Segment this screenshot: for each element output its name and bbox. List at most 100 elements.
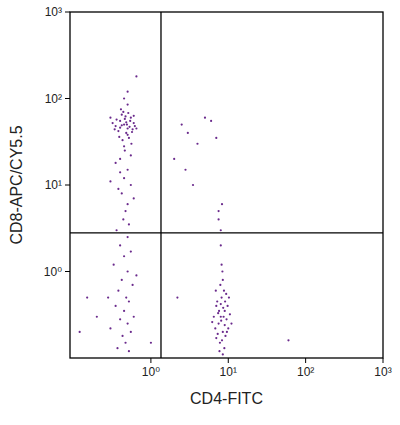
point — [287, 339, 289, 341]
point — [122, 218, 124, 220]
point — [229, 313, 231, 315]
point — [226, 305, 228, 307]
point — [230, 322, 232, 324]
point — [109, 180, 111, 182]
x-tick-label: 10⁰ — [142, 365, 160, 379]
y-tick — [65, 98, 70, 99]
point — [124, 115, 126, 117]
point — [223, 290, 225, 292]
point — [115, 305, 117, 307]
point — [227, 327, 229, 329]
point — [127, 127, 129, 129]
point — [116, 347, 118, 349]
quadrant-line-y — [70, 232, 383, 233]
point — [222, 316, 224, 318]
point — [214, 327, 216, 329]
point — [130, 143, 132, 145]
point — [215, 290, 217, 292]
point — [119, 127, 121, 129]
point — [217, 333, 219, 335]
chart-container: 10⁰10¹10²10³10⁰10¹10²10³CD4-FITCCD8-APC/… — [0, 0, 400, 425]
point — [220, 229, 222, 231]
point — [122, 111, 124, 113]
point — [127, 134, 129, 136]
y-tick-label: 10⁰ — [44, 265, 62, 279]
point — [79, 331, 81, 333]
point — [150, 342, 152, 344]
point — [127, 270, 129, 272]
point — [218, 218, 220, 220]
point — [228, 296, 230, 298]
point — [125, 132, 127, 134]
point — [176, 296, 178, 298]
point — [121, 335, 123, 337]
point — [135, 75, 137, 77]
point — [215, 337, 217, 339]
point — [121, 139, 123, 141]
point — [222, 331, 224, 333]
point — [114, 128, 116, 130]
point — [224, 310, 226, 312]
chart-svg: 10⁰10¹10²10³10⁰10¹10²10³CD4-FITCCD8-APC/… — [0, 0, 400, 425]
x-tick-label: 10³ — [374, 365, 391, 379]
x-tick — [150, 358, 151, 363]
point — [118, 136, 120, 138]
point — [215, 137, 217, 139]
point — [224, 335, 226, 337]
point — [192, 184, 194, 186]
point — [121, 279, 123, 281]
point — [127, 91, 129, 93]
point — [220, 303, 222, 305]
x-tick — [383, 358, 384, 363]
point — [219, 284, 221, 286]
point — [220, 320, 222, 322]
point — [221, 264, 223, 266]
point — [119, 244, 121, 246]
point — [124, 149, 126, 151]
point — [96, 316, 98, 318]
point — [115, 125, 117, 127]
point — [132, 284, 134, 286]
point — [181, 123, 183, 125]
y-axis-label: CD8-APC/CY5.5 — [8, 125, 25, 244]
x-tick-label: 10¹ — [220, 365, 237, 379]
point — [217, 312, 219, 314]
point — [222, 279, 224, 281]
point — [133, 115, 135, 117]
point — [218, 210, 220, 212]
point — [134, 125, 136, 127]
y-tick-label: 10¹ — [45, 178, 62, 192]
point — [117, 130, 119, 132]
point — [130, 331, 132, 333]
point — [130, 117, 132, 119]
point — [123, 97, 125, 99]
point — [128, 350, 130, 352]
point — [128, 223, 130, 225]
point — [135, 127, 137, 129]
point — [121, 192, 123, 194]
point — [119, 158, 121, 160]
point — [131, 131, 133, 133]
point — [220, 316, 222, 318]
point — [226, 331, 228, 333]
point — [223, 347, 225, 349]
point — [220, 244, 222, 246]
point — [213, 316, 215, 318]
point — [204, 117, 206, 119]
point — [218, 310, 220, 312]
point — [113, 264, 115, 266]
point — [112, 122, 114, 124]
point — [225, 318, 227, 320]
point — [132, 128, 134, 130]
point — [123, 255, 125, 257]
point — [128, 137, 130, 139]
point — [133, 197, 135, 199]
point — [187, 132, 189, 134]
point — [117, 290, 119, 292]
point — [128, 126, 130, 128]
point — [119, 120, 121, 122]
y-tick — [65, 185, 70, 186]
point — [218, 350, 220, 352]
point — [86, 296, 88, 298]
point — [127, 203, 129, 205]
